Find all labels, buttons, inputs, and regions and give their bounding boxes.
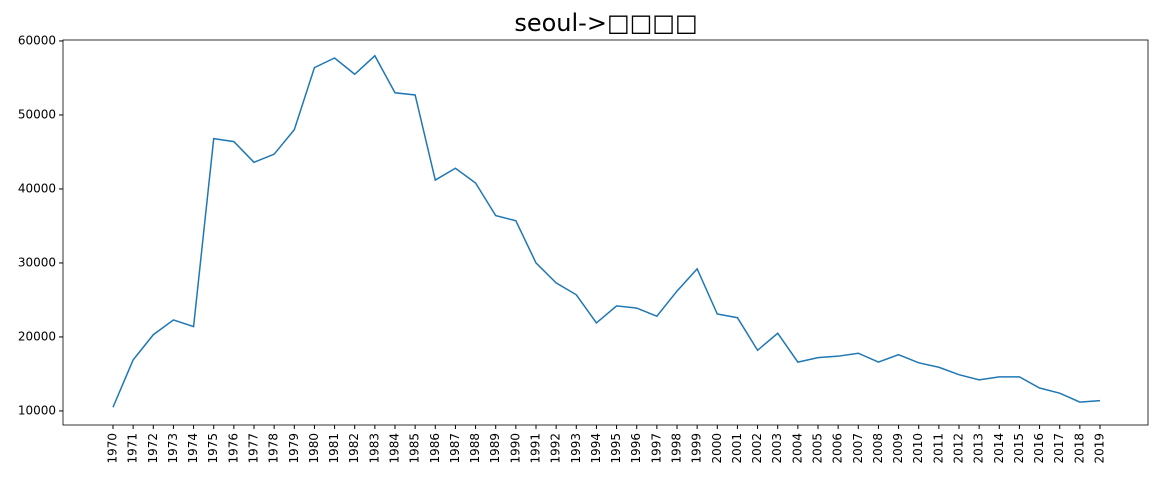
y-tick-label: 40000 bbox=[18, 181, 56, 195]
x-tick-label: 2007 bbox=[851, 433, 865, 464]
x-tick-label: 1976 bbox=[226, 433, 240, 464]
x-tick-label: 2004 bbox=[790, 433, 804, 464]
x-tick-label: 2018 bbox=[1072, 433, 1086, 464]
x-tick-label: 1992 bbox=[549, 433, 563, 464]
x-tick-label: 1991 bbox=[529, 433, 543, 464]
x-tick-label: 1979 bbox=[287, 433, 301, 464]
plot-frame bbox=[62, 39, 1149, 426]
x-tick-label: 2017 bbox=[1052, 433, 1066, 464]
line bbox=[112, 54, 1101, 408]
x-tick-label: 2013 bbox=[972, 433, 986, 464]
x-tick-label: 1999 bbox=[690, 433, 704, 464]
x-tick-label: 1990 bbox=[508, 433, 522, 464]
y-tick-label: 20000 bbox=[18, 329, 56, 343]
x-tick-label: 1971 bbox=[126, 433, 140, 464]
x-tick-label: 1982 bbox=[347, 433, 361, 464]
chart-title: seoul->□□□□ bbox=[514, 9, 697, 37]
x-tick-label: 1981 bbox=[327, 433, 341, 464]
x-tick-label: 1983 bbox=[367, 433, 381, 464]
x-tick-label: 1973 bbox=[166, 433, 180, 464]
x-tick-label: 2016 bbox=[1032, 433, 1046, 464]
y-tick-label: 60000 bbox=[18, 33, 56, 47]
x-tick-label: 2005 bbox=[811, 433, 825, 464]
x-tick-label: 1985 bbox=[408, 433, 422, 464]
x-tick-label: 1980 bbox=[307, 433, 321, 464]
x-tick-label: 1994 bbox=[589, 433, 603, 464]
x-tick-label: 1987 bbox=[448, 433, 462, 464]
y-tick-label: 30000 bbox=[18, 255, 56, 269]
x-tick-label: 2003 bbox=[770, 433, 784, 464]
x-tick-label: 2002 bbox=[750, 433, 764, 464]
x-tick-label: 2012 bbox=[952, 433, 966, 464]
x-tick-label: 1972 bbox=[146, 433, 160, 464]
x-tick-label: 2011 bbox=[931, 433, 945, 464]
x-tick-label: 2019 bbox=[1093, 433, 1107, 464]
x-tick-label: 1996 bbox=[629, 433, 643, 464]
x-tick-label: 2014 bbox=[992, 433, 1006, 464]
x-tick-label: 1977 bbox=[247, 433, 261, 464]
x-tick-label: 2015 bbox=[1012, 433, 1026, 464]
x-tick-label: 2009 bbox=[891, 433, 905, 464]
x-tick-label: 1975 bbox=[206, 433, 220, 464]
x-tick-label: 1988 bbox=[468, 433, 482, 464]
x-tick-label: 2000 bbox=[710, 433, 724, 464]
x-tick-label: 1998 bbox=[670, 433, 684, 464]
x-tick-label: 2001 bbox=[730, 433, 744, 464]
x-tick-label: 1993 bbox=[569, 433, 583, 464]
x-tick-label: 1989 bbox=[488, 433, 502, 464]
x-tick-label: 1978 bbox=[267, 433, 281, 464]
x-tick-label: 1984 bbox=[388, 433, 402, 464]
y-tick-label: 50000 bbox=[18, 107, 56, 121]
x-tick-label: 1995 bbox=[609, 433, 623, 464]
x-tick-label: 1970 bbox=[106, 433, 120, 464]
x-tick-label: 1986 bbox=[428, 433, 442, 464]
x-tick-label: 2010 bbox=[911, 433, 925, 464]
x-tick-label: 2006 bbox=[831, 433, 845, 464]
y-tick-label: 10000 bbox=[18, 403, 56, 417]
x-tick-label: 1997 bbox=[649, 433, 663, 464]
x-tick-label: 1974 bbox=[186, 433, 200, 464]
x-tick-label: 2008 bbox=[871, 433, 885, 464]
